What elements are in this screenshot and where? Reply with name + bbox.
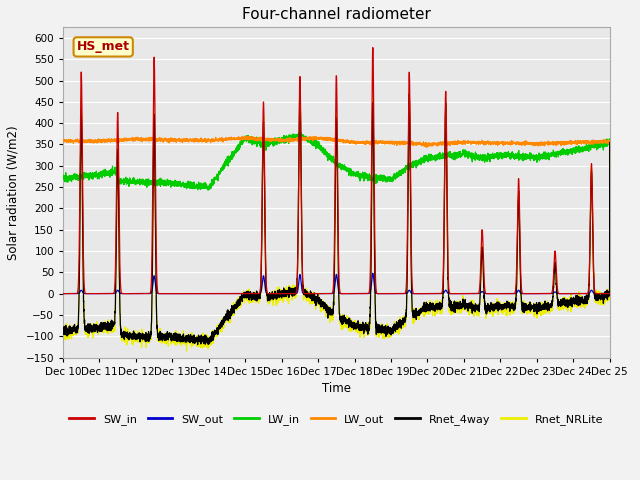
- Y-axis label: Solar radiation (W/m2): Solar radiation (W/m2): [7, 125, 20, 260]
- Legend: SW_in, SW_out, LW_in, LW_out, Rnet_4way, Rnet_NRLite: SW_in, SW_out, LW_in, LW_out, Rnet_4way,…: [65, 409, 608, 429]
- Text: HS_met: HS_met: [77, 40, 130, 53]
- X-axis label: Time: Time: [322, 382, 351, 395]
- Title: Four-channel radiometer: Four-channel radiometer: [242, 7, 431, 22]
